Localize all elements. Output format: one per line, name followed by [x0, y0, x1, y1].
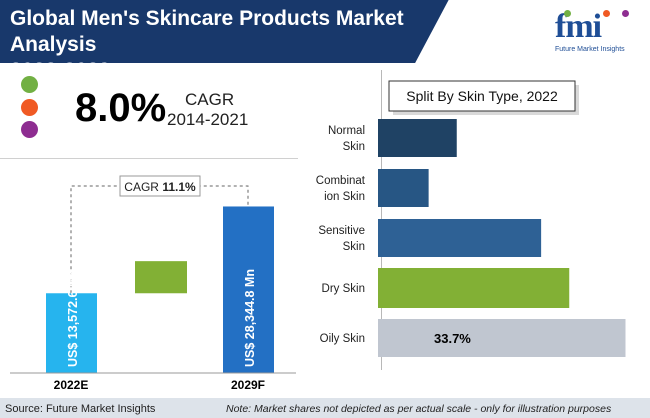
- logo-dot-green: [564, 10, 571, 17]
- bar-value-label-2029F: US$ 28,344.8 Mn: [243, 269, 257, 367]
- legend-dot-green: [21, 76, 38, 93]
- bar-value-label-2022E: US$ 13,572.6 Mn: [66, 269, 80, 367]
- cagr-label: CAGR: [185, 90, 235, 109]
- cagr-callout-text: CAGR 11.1%: [124, 180, 196, 194]
- cagr-callout-box: [119, 175, 201, 197]
- logo-subtext: Future Market Insights: [555, 46, 625, 53]
- x-tick-label-2029F: 2029F: [231, 378, 265, 392]
- category-label-1-0: Combinat: [316, 175, 366, 187]
- bar-2022E: [46, 293, 97, 373]
- category-label-0-0: Normal: [328, 125, 365, 137]
- bar-data-label-4: 33.7%: [434, 331, 471, 346]
- fmi-logo: fmi Future Market Insights: [555, 8, 645, 58]
- category-label-2-0: Sensitive: [318, 225, 365, 237]
- page-title: Global Men's Skincare Products Market An…: [10, 6, 490, 63]
- cagr-period: 2014-2021: [167, 110, 249, 129]
- logo-dot-purple: [622, 10, 629, 17]
- logo-dot-orange: [603, 10, 610, 17]
- title-line-1: Global Men's Skincare Products Market An…: [10, 7, 404, 56]
- skin-type-bar-chart: Split By Skin Type, 2022 Normal Skin Combin…: [316, 80, 626, 357]
- bar-dry-skin: [378, 268, 570, 308]
- bar-sensitive-skin: [378, 219, 542, 257]
- bar-normal-skin: [378, 119, 457, 157]
- cagr-connector-line: [70, 185, 249, 294]
- increase-bar: [135, 261, 187, 294]
- bar-oily-skin: [378, 319, 626, 357]
- source-text: Source: Future Market Insights: [5, 403, 156, 415]
- cagr-callout: CAGR 11.1%: [119, 175, 201, 197]
- category-label-1-1: ion Skin: [324, 191, 365, 203]
- footer-bar: Source: Future Market Insights Note: Mar…: [0, 398, 650, 418]
- header-banner: Global Men's Skincare Products Market An…: [0, 0, 650, 63]
- logo-text: fmi: [555, 8, 602, 45]
- section-divider: [0, 158, 298, 159]
- title-line-2: 2022-2029: [10, 58, 490, 63]
- market-size-waterfall-chart: CAGR 11.1% US$ 13,572.6 Mn US$ 28,344.8 Mn…: [10, 175, 296, 392]
- legend-dot-orange: [21, 99, 38, 116]
- cagr-value: 8.0%: [75, 86, 167, 130]
- category-label-0-1: Skin: [343, 141, 365, 153]
- category-label-3-0: Dry Skin: [322, 283, 365, 295]
- footnote-text: Note: Market shares not depicted as per …: [226, 403, 612, 415]
- legend-dot-purple: [21, 121, 38, 138]
- bar-2029F: [223, 206, 274, 373]
- category-label-4-0: Oily Skin: [320, 333, 365, 345]
- title-box: [388, 80, 576, 112]
- x-tick-label-2022E: 2022E: [54, 378, 89, 392]
- chart-title: Split By Skin Type, 2022: [406, 88, 558, 104]
- category-label-2-1: Skin: [343, 241, 365, 253]
- bar-combination-skin: [378, 169, 429, 207]
